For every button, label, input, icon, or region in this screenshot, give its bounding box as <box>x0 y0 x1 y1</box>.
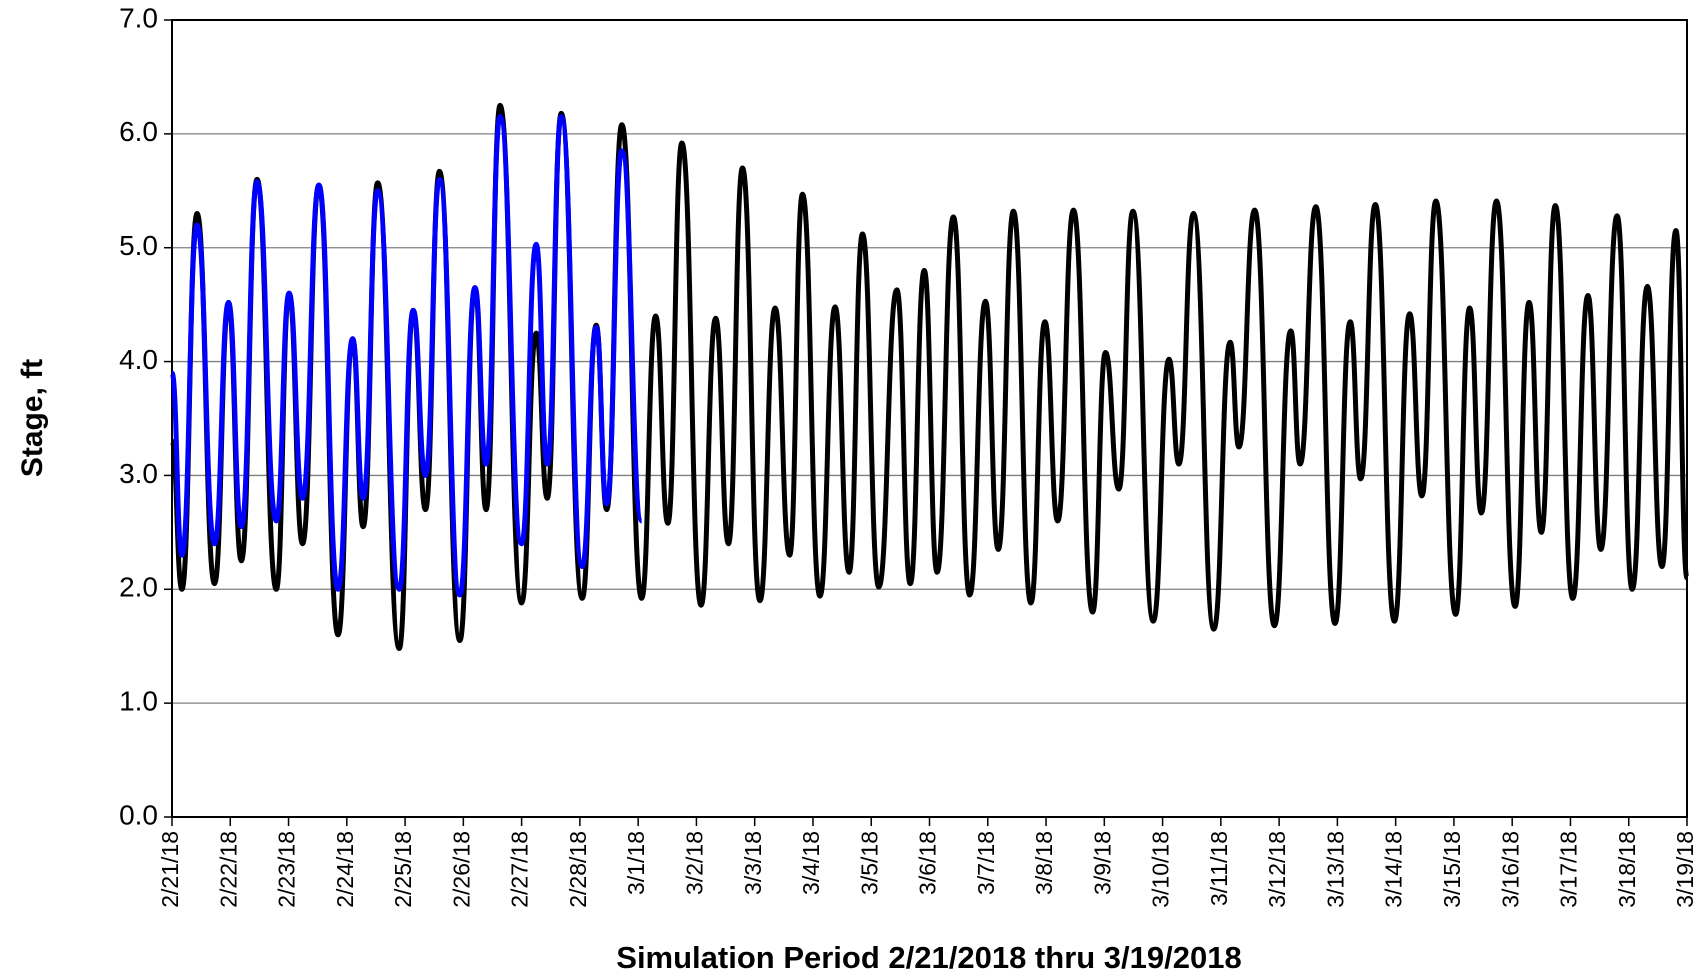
x-tick-label: 3/12/18 <box>1264 831 1290 908</box>
x-tick-label: 2/23/18 <box>274 831 300 908</box>
x-tick-label: 3/1/18 <box>623 831 649 895</box>
y-tick-label: 6.0 <box>119 116 158 147</box>
x-tick-label: 2/24/18 <box>332 831 358 908</box>
y-tick-label: 4.0 <box>119 344 158 375</box>
x-tick-label: 2/28/18 <box>565 831 591 908</box>
y-tick-label: 3.0 <box>119 458 158 489</box>
x-tick-label: 3/7/18 <box>973 831 999 895</box>
x-tick-label: 3/16/18 <box>1497 831 1523 908</box>
y-axis-label: Stage, ft <box>16 359 49 477</box>
x-tick-label: 3/14/18 <box>1381 831 1407 908</box>
x-tick-label: 3/9/18 <box>1089 831 1115 895</box>
x-tick-label: 3/15/18 <box>1439 831 1465 908</box>
x-tick-label: 3/3/18 <box>740 831 766 895</box>
data-line <box>169 102 1690 651</box>
x-tick-label: 3/4/18 <box>798 831 824 895</box>
x-tick-label: 3/5/18 <box>856 831 882 895</box>
x-tick-label: 3/6/18 <box>915 831 941 895</box>
y-tick-label: 1.0 <box>119 686 158 717</box>
y-tick-label: 2.0 <box>119 572 158 603</box>
x-tick-label: 3/11/18 <box>1206 831 1232 906</box>
y-tick-label: 5.0 <box>119 230 158 261</box>
x-tick-label: 3/10/18 <box>1148 831 1174 908</box>
data-line <box>169 114 645 598</box>
x-axis-label: Simulation Period 2/21/2018 thru 3/19/20… <box>616 940 1241 975</box>
x-tick-label: 2/21/18 <box>157 831 183 908</box>
plot-frame <box>171 19 1688 818</box>
x-tick-label: 3/19/18 <box>1672 831 1698 908</box>
x-tick-label: 3/13/18 <box>1322 831 1348 908</box>
x-tick-label: 3/2/18 <box>682 831 708 895</box>
x-tick-label: 2/22/18 <box>215 831 241 908</box>
x-tick-label: 2/25/18 <box>390 831 416 908</box>
x-tick-label: 3/17/18 <box>1556 831 1582 908</box>
x-tick-label: 2/26/18 <box>448 831 474 908</box>
y-tick-label: 0.0 <box>119 799 158 830</box>
x-tick-label: 2/27/18 <box>507 831 533 908</box>
y-tick-label: 7.0 <box>119 2 158 33</box>
x-tick-label: 3/8/18 <box>1031 831 1057 895</box>
x-tick-label: 3/18/18 <box>1614 831 1640 908</box>
